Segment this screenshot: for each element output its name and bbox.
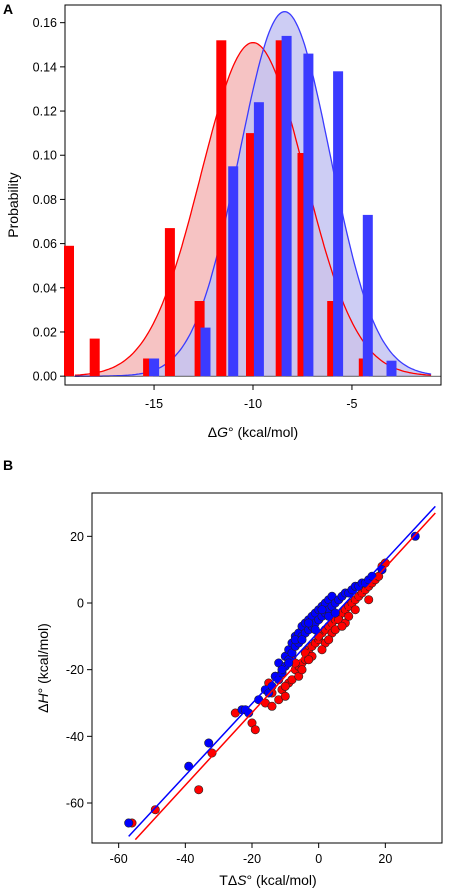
y-tick-label: 20 xyxy=(70,530,84,544)
panel-b-plot-frame xyxy=(91,492,443,844)
panel-b-x-title-delta: Δ xyxy=(228,872,237,888)
point-series-2 xyxy=(124,818,134,828)
y-tick-label: -40 xyxy=(66,730,84,744)
bar-series-1 xyxy=(143,358,154,377)
panel-label-b: B xyxy=(3,457,13,473)
panel-b-points xyxy=(124,531,420,828)
bar-series-2 xyxy=(281,35,292,377)
y-tick-label: -60 xyxy=(66,797,84,811)
x-tick-label: -5 xyxy=(346,397,357,411)
panel-b-x-title-suffix: ° (kcal/mol) xyxy=(247,872,317,888)
x-tick-label: -60 xyxy=(110,852,128,866)
point-series-1 xyxy=(304,655,314,665)
bar-series-2 xyxy=(253,102,264,377)
panel-label-a: A xyxy=(3,1,13,17)
panel-a-bars xyxy=(64,35,397,377)
bar-series-2 xyxy=(362,214,373,377)
y-tick-label: 0.10 xyxy=(33,149,57,163)
y-tick-label: -20 xyxy=(66,663,84,677)
y-tick-label: 0.00 xyxy=(33,370,57,384)
panel-a-x-title-prefix: Δ xyxy=(208,424,217,440)
y-tick-label: 0.08 xyxy=(33,193,57,207)
y-tick-label: 0.16 xyxy=(33,16,57,30)
panel-a-y-axis-title: Probability xyxy=(5,172,21,237)
bar-series-2 xyxy=(149,358,160,377)
point-series-1 xyxy=(337,621,347,631)
bar-series-1 xyxy=(89,338,100,377)
panel-b-x-title-symbol: S xyxy=(237,872,247,888)
y-tick-label: 0.06 xyxy=(33,237,57,251)
panel-b-y-title-suffix: ° (kcal/mol) xyxy=(35,623,51,693)
panel-a-x-axis-title: ΔG° (kcal/mol) xyxy=(208,424,298,440)
panel-b-x-axis-title: TΔS° (kcal/mol) xyxy=(219,872,316,888)
bar-series-2 xyxy=(228,166,239,377)
bar-series-1 xyxy=(164,228,175,377)
y-tick-label: 0.12 xyxy=(33,105,57,119)
panel-a-x-axis: -15 -10 -5 xyxy=(145,385,358,411)
bar-series-1 xyxy=(327,301,338,377)
bar-series-2 xyxy=(200,327,211,377)
panel-b-y-title-symbol: H xyxy=(35,692,51,703)
fit-line-series-2 xyxy=(128,505,436,837)
point-series-1 xyxy=(280,681,290,691)
point-series-1 xyxy=(280,691,290,701)
panel-a-histogram: 0.00 0.02 0.04 0.06 0.08 0.10 0.12 0.14 0.16 -15… xyxy=(5,4,442,440)
bar-series-2 xyxy=(303,53,314,377)
bar-series-1 xyxy=(275,40,286,377)
point-series-1 xyxy=(267,701,277,711)
point-series-2 xyxy=(297,635,307,645)
point-series-1 xyxy=(317,645,327,655)
point-series-1 xyxy=(194,785,204,795)
point-series-2 xyxy=(310,625,320,635)
x-tick-label: 20 xyxy=(378,852,392,866)
point-series-1 xyxy=(324,635,334,645)
point-series-1 xyxy=(250,725,260,735)
point-series-2 xyxy=(277,665,287,675)
y-tick-label: 0.02 xyxy=(33,325,57,339)
point-series-2 xyxy=(317,605,327,615)
x-tick-label: -15 xyxy=(145,397,163,411)
panel-b-fit-lines xyxy=(128,505,436,841)
x-tick-label: -40 xyxy=(176,852,194,866)
y-tick-label: 0.04 xyxy=(33,281,57,295)
point-series-2 xyxy=(204,738,214,748)
bar-series-1 xyxy=(194,301,205,377)
panel-a-x-title-symbol: G xyxy=(217,424,228,440)
panel-b-y-axis: -60 -40 -20 0 20 xyxy=(66,530,92,811)
bar-series-1 xyxy=(216,40,227,377)
point-series-2 xyxy=(410,531,420,541)
point-series-2 xyxy=(377,565,387,575)
x-tick-label: -10 xyxy=(244,397,262,411)
point-series-1 xyxy=(350,605,360,615)
panel-b-x-axis: -60 -40 -20 0 20 xyxy=(110,843,392,866)
y-tick-label: 0.14 xyxy=(33,60,57,74)
y-tick-label: 0 xyxy=(77,597,84,611)
panel-b-x-title-prefix: T xyxy=(219,872,228,888)
fit-line-series-1 xyxy=(134,512,436,841)
bar-series-2 xyxy=(386,360,397,377)
point-series-1 xyxy=(344,611,354,621)
point-series-1 xyxy=(297,665,307,675)
bar-series-1 xyxy=(64,245,74,377)
bar-series-1 xyxy=(246,133,256,377)
x-tick-label: -20 xyxy=(243,852,261,866)
point-series-2 xyxy=(304,618,314,628)
bar-series-2 xyxy=(333,71,344,377)
panel-b-y-title-prefix: Δ xyxy=(35,703,51,712)
panel-b-y-axis-title: ΔH° (kcal/mol) xyxy=(35,623,51,713)
x-tick-label: 0 xyxy=(315,852,322,866)
point-series-1 xyxy=(364,595,374,605)
bar-series-1 xyxy=(297,153,308,377)
panel-a-y-axis: 0.00 0.02 0.04 0.06 0.08 0.10 0.12 0.14 0.16 xyxy=(33,16,65,384)
point-series-1 xyxy=(150,805,160,815)
panel-a-x-title-suffix: ° (kcal/mol) xyxy=(228,424,298,440)
